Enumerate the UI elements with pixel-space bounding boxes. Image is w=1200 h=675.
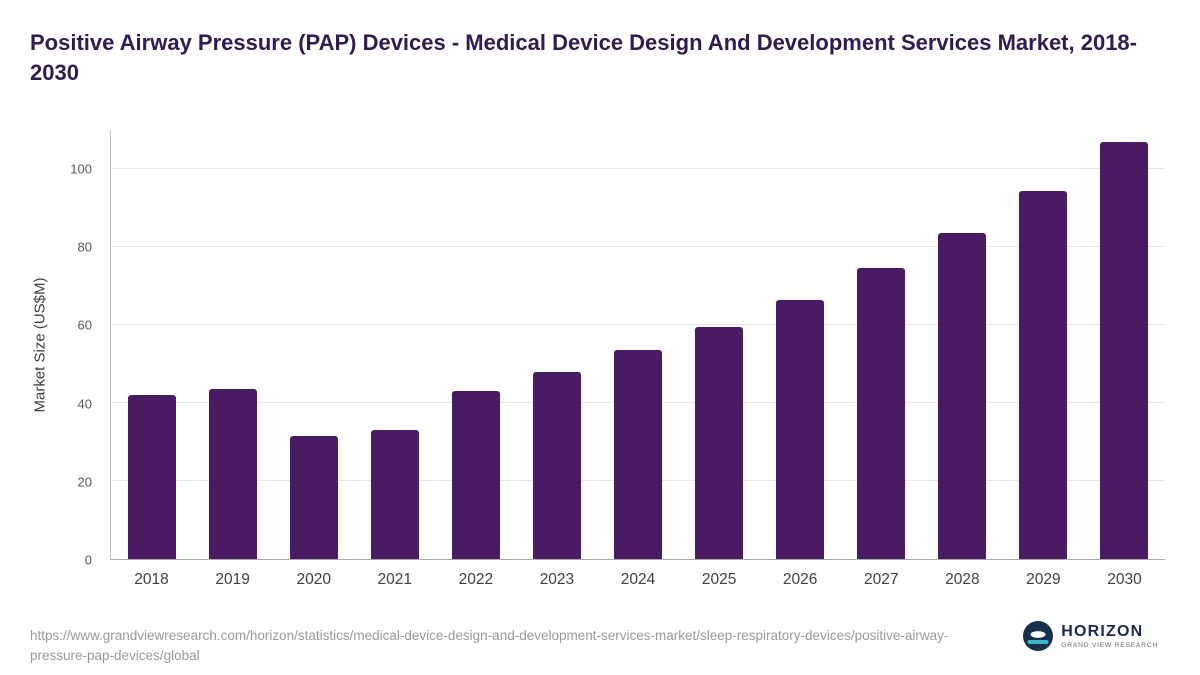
x-tick-2026: 2026 — [782, 571, 818, 588]
x-tick-2020: 2020 — [296, 571, 331, 588]
y-tick-40: 40 — [77, 396, 92, 412]
bar-group-2028: 2028 — [922, 130, 1003, 588]
x-tick-2019: 2019 — [215, 571, 250, 588]
y-axis-label: Market Size (US$M) — [31, 277, 49, 413]
x-tick-2022: 2022 — [458, 571, 494, 588]
y-tick-60: 60 — [77, 317, 92, 333]
bar-group-2023: 2023 — [516, 130, 597, 588]
bar-group-2024: 2024 — [597, 130, 678, 588]
source-url: https://www.grandviewresearch.com/horizo… — [30, 628, 949, 664]
x-tick-2023: 2023 — [539, 571, 575, 588]
bar-2026 — [776, 299, 825, 559]
x-tick-2029: 2029 — [1026, 571, 1061, 588]
bar-2022 — [451, 391, 500, 559]
bar-group-2020: 2020 — [273, 130, 354, 588]
x-tick-2018: 2018 — [134, 571, 169, 588]
bar-2027 — [857, 268, 906, 559]
y-axis-ticks: 0 20 40 60 80 100 — [55, 130, 100, 568]
bar-2029 — [1019, 191, 1068, 559]
chart-title: Positive Airway Pressure (PAP) Devices -… — [30, 30, 1137, 85]
x-tick-2030: 2030 — [1107, 571, 1142, 588]
horizon-logo: HORIZON GRAND VIEW RESEARCH — [1023, 621, 1158, 651]
bar-2024 — [614, 349, 662, 559]
bar-2023 — [532, 371, 581, 559]
y-tick-20: 20 — [77, 474, 92, 490]
bar-group-2022: 2022 — [435, 130, 516, 588]
x-tick-2028: 2028 — [945, 571, 980, 588]
horizon-logo-icon — [1023, 621, 1054, 651]
bar-2020 — [289, 436, 338, 559]
y-tick-0: 0 — [84, 552, 92, 568]
y-tick-100: 100 — [70, 161, 92, 177]
gridline-100 — [111, 168, 1165, 169]
x-tick-2021: 2021 — [377, 571, 413, 588]
bar-2019 — [208, 388, 257, 559]
bar-group-2026: 2026 — [760, 130, 841, 588]
bar-2025 — [695, 326, 744, 559]
bar-series: 2018 2019 2020 2021 2022 2023 2024 2025 2026 2027… — [111, 130, 1165, 588]
plot-area: 2018 2019 2020 2021 2022 2023 2024 2025 2026 2027… — [110, 130, 1165, 588]
bar-2028 — [938, 232, 987, 559]
logo-text: HORIZON GRAND VIEW RESEARCH — [1061, 623, 1158, 649]
logo-subtitle: GRAND VIEW RESEARCH — [1061, 641, 1158, 649]
gridline-60 — [111, 324, 1165, 325]
bar-2018 — [127, 395, 176, 559]
bar-group-2030: 2030 — [1084, 130, 1165, 588]
logo-title: HORIZON — [1061, 623, 1144, 641]
bar-group-2019: 2019 — [192, 130, 273, 588]
x-tick-2024: 2024 — [620, 571, 656, 588]
bar-group-2021: 2021 — [354, 130, 435, 588]
bar-2030 — [1100, 141, 1149, 559]
bar-group-2027: 2027 — [841, 130, 922, 588]
bar-group-2029: 2029 — [1003, 130, 1084, 588]
x-tick-2027: 2027 — [864, 571, 899, 588]
bar-group-2018: 2018 — [111, 130, 192, 588]
y-tick-80: 80 — [77, 239, 92, 255]
bar-2021 — [370, 430, 419, 559]
gridline-80 — [111, 246, 1165, 247]
x-tick-2025: 2025 — [701, 571, 737, 588]
bar-group-2025: 2025 — [679, 130, 760, 588]
